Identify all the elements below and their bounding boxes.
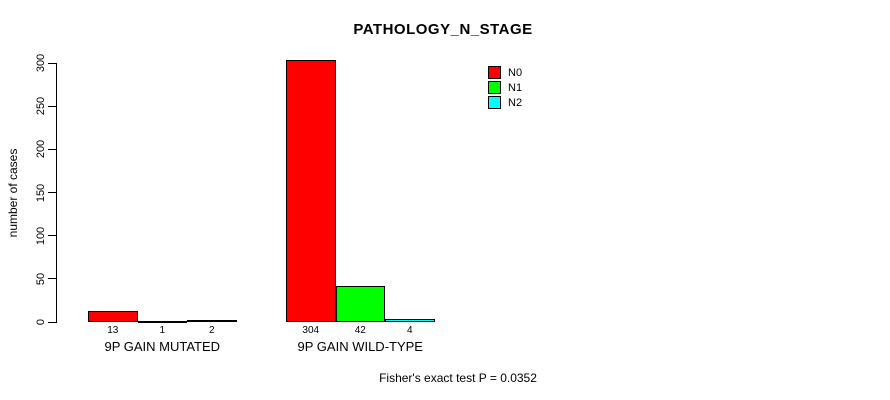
y-tick bbox=[48, 278, 56, 280]
bar-n2-9p-gain-mutated bbox=[187, 320, 237, 323]
x-group-label-9p-gain-mutated: 9P GAIN MUTATED bbox=[104, 339, 221, 354]
y-tick-label: 300 bbox=[35, 53, 47, 73]
y-axis-label: number of cases bbox=[6, 148, 20, 238]
y-tick bbox=[48, 105, 56, 107]
x-group-label-9p-gain-wild-type: 9P GAIN WILD-TYPE bbox=[297, 339, 423, 354]
y-axis-line bbox=[56, 63, 57, 323]
bar-n1-9p-gain-wild-type bbox=[335, 285, 385, 322]
legend-swatch-n1 bbox=[488, 81, 501, 94]
y-tick bbox=[48, 235, 56, 237]
chart-title: PATHOLOGY_N_STAGE bbox=[353, 21, 533, 38]
legend-swatch-n2 bbox=[488, 96, 501, 109]
bar-value-label: 304 bbox=[302, 325, 320, 336]
y-tick bbox=[48, 62, 56, 64]
y-tick-label: 150 bbox=[35, 183, 47, 202]
legend: N0 N1 N2 bbox=[488, 65, 522, 110]
y-tick-label: 50 bbox=[35, 272, 47, 285]
y-tick-label: 200 bbox=[35, 140, 47, 159]
y-tick bbox=[48, 321, 56, 323]
legend-label: N0 bbox=[508, 66, 523, 79]
bar-value-label: 1 bbox=[159, 325, 166, 336]
y-tick-label: 250 bbox=[35, 96, 47, 116]
y-tick bbox=[48, 148, 56, 150]
bar-value-label: 2 bbox=[208, 325, 215, 336]
bar-n1-9p-gain-mutated bbox=[137, 321, 187, 323]
legend-label: N2 bbox=[508, 96, 523, 109]
bar-value-label: 42 bbox=[354, 325, 366, 336]
legend-swatch-n0 bbox=[488, 66, 501, 79]
y-tick-label: 0 bbox=[35, 318, 47, 326]
legend-label: N1 bbox=[508, 81, 523, 94]
bar-value-label: 13 bbox=[107, 325, 119, 336]
bar-n2-9p-gain-wild-type bbox=[385, 318, 435, 322]
bar-n0-9p-gain-mutated bbox=[88, 310, 138, 322]
bar-value-label: 4 bbox=[406, 325, 413, 336]
y-tick bbox=[48, 192, 56, 193]
legend-row-n1: N1 bbox=[488, 80, 522, 95]
bar-n0-9p-gain-wild-type bbox=[286, 59, 336, 322]
legend-row-n2: N2 bbox=[488, 95, 522, 110]
y-tick-label: 100 bbox=[35, 226, 47, 245]
legend-row-n0: N0 bbox=[488, 65, 522, 80]
fisher-test-annotation: Fisher's exact test P = 0.0352 bbox=[379, 371, 537, 385]
